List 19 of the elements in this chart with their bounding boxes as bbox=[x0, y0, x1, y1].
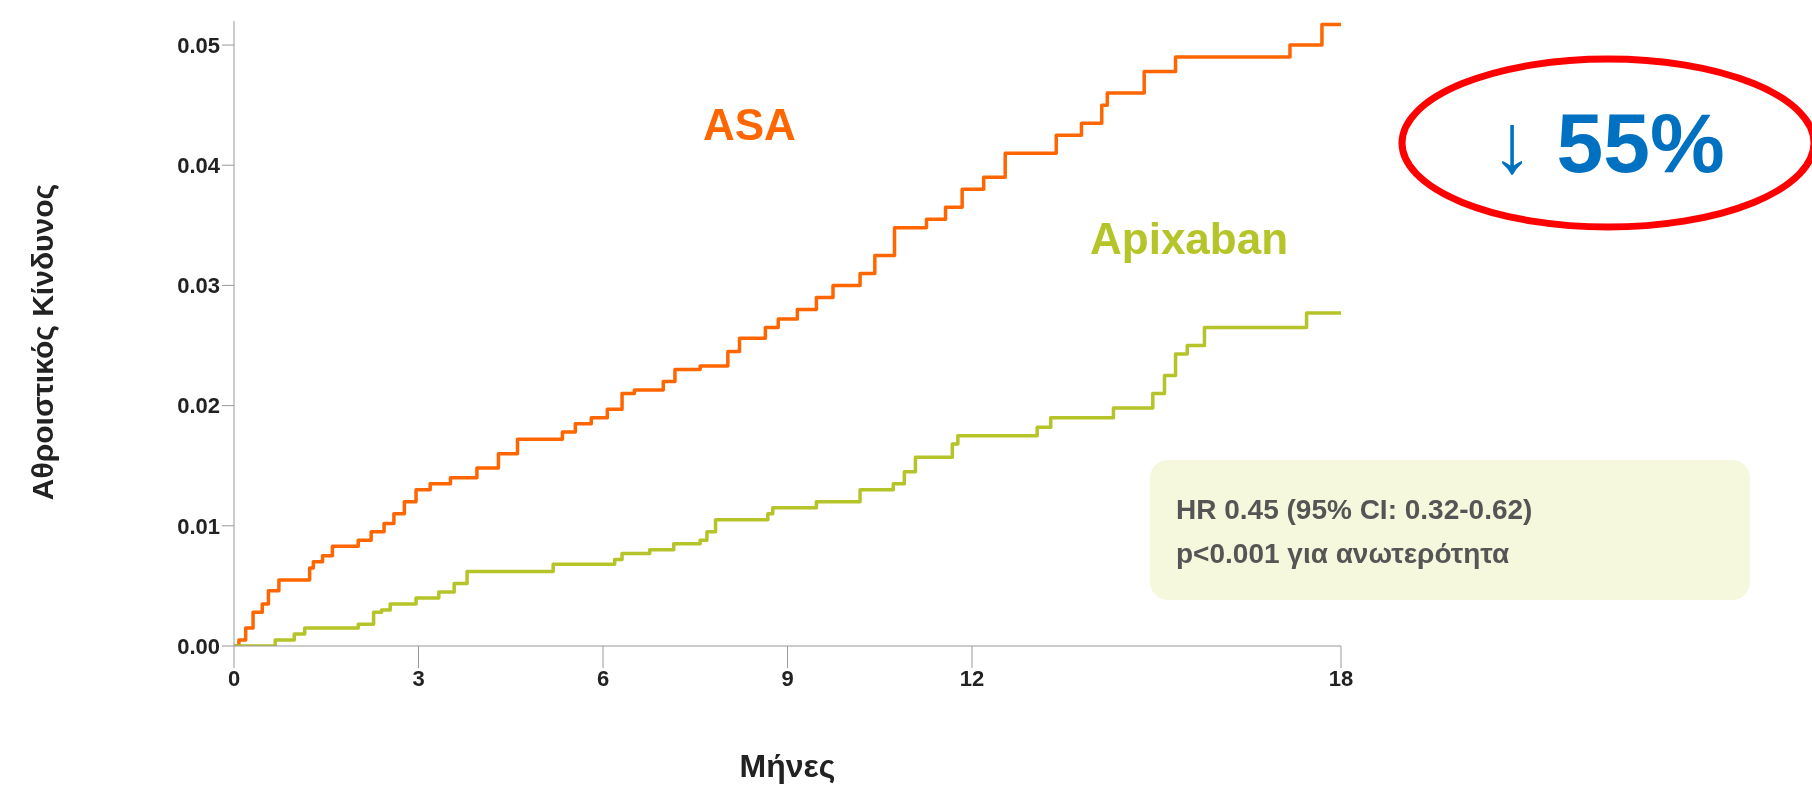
y-tick-label: 0.02 bbox=[177, 393, 220, 419]
note-box: HR 0.45 (95% CI: 0.32-0.62) p<0.001 για ανωτερότητα bbox=[1150, 460, 1750, 600]
x-tick-label: 6 bbox=[596, 665, 610, 691]
text: ASA bbox=[703, 100, 796, 150]
annotation: HR 0.45 (95% CI: 0.32-0.62) bbox=[1176, 493, 1534, 527]
x-tick-label: 9 bbox=[781, 665, 794, 691]
x-tick-label: 0 bbox=[227, 665, 241, 691]
y-tick-label: 0.04 bbox=[177, 153, 221, 179]
y-tick-label: 0.01 bbox=[177, 513, 220, 539]
y-tick-label: 0.05 bbox=[177, 32, 220, 58]
y-tick-label: 0.03 bbox=[177, 273, 220, 299]
x-tick-label: 18 bbox=[1328, 665, 1354, 691]
y-axis-title: Αθροιστικός Κίνδυνος bbox=[26, 183, 60, 500]
y-tick-label: 0.00 bbox=[177, 633, 220, 659]
x-tick-label: 3 bbox=[412, 665, 425, 691]
x-axis-title: Μήνες bbox=[738, 748, 837, 785]
x-tick-label: 12 bbox=[959, 665, 985, 691]
series-label: Apixaban bbox=[1090, 214, 1289, 264]
annotation: p<0.001 για ανωτερότητα bbox=[1176, 537, 1511, 571]
